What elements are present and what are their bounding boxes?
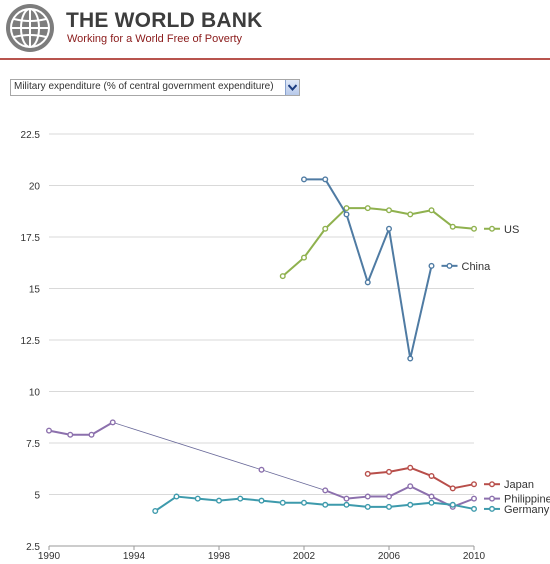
- data-point-germany: [258, 497, 265, 504]
- y-tick-label: 17.5: [21, 233, 41, 244]
- x-tick-label: 1998: [208, 551, 231, 562]
- data-point-us: [279, 273, 286, 280]
- data-point-japan: [407, 464, 414, 471]
- data-point-us: [471, 225, 478, 232]
- world-bank-globe-icon[interactable]: [4, 2, 56, 54]
- data-point-us: [407, 211, 414, 218]
- y-tick-label: 2.5: [26, 542, 40, 553]
- data-point-china: [364, 279, 371, 286]
- series-label-japan: Japan: [504, 479, 534, 491]
- legend-marker-japan: [489, 481, 496, 488]
- data-point-germany: [173, 493, 180, 500]
- y-tick-label: 22.5: [21, 130, 41, 141]
- gap-connector-philippines: [112, 422, 326, 491]
- data-point-philippines: [471, 495, 478, 502]
- y-tick-label: 5: [34, 491, 40, 502]
- data-point-japan: [428, 472, 435, 479]
- header-divider: [0, 58, 550, 60]
- x-tick-label: 2010: [463, 551, 486, 562]
- data-point-us: [364, 205, 371, 212]
- data-point-china: [322, 176, 329, 183]
- data-point-germany: [449, 501, 456, 508]
- data-point-us: [343, 205, 350, 212]
- chevron-down-icon: [288, 84, 297, 91]
- select-arrow-button[interactable]: [285, 80, 299, 95]
- data-point-philippines: [407, 483, 414, 490]
- data-point-germany: [152, 507, 159, 514]
- series-label-germany: Germany: [504, 504, 550, 516]
- series-line-germany: [154, 495, 475, 512]
- header: THE WORLD BANK Working for a World Free …: [0, 0, 550, 60]
- y-tick-label: 15: [29, 285, 41, 296]
- legend-marker-china: [446, 262, 453, 269]
- data-point-germany: [364, 503, 371, 510]
- data-point-japan: [449, 485, 456, 492]
- data-point-philippines: [109, 419, 116, 426]
- data-point-germany: [428, 499, 435, 506]
- data-point-japan: [364, 470, 371, 477]
- data-point-germany: [407, 501, 414, 508]
- data-point-us: [301, 254, 308, 261]
- data-point-germany: [301, 499, 308, 506]
- brand-name[interactable]: THE WORLD BANK: [66, 9, 263, 32]
- data-point-china: [428, 262, 435, 269]
- x-tick-label: 2006: [378, 551, 401, 562]
- series-line-philippines: [48, 421, 114, 436]
- series-line-philippines: [324, 489, 347, 500]
- data-point-japan: [471, 481, 478, 488]
- x-tick-label: 2002: [293, 551, 316, 562]
- data-point-philippines: [386, 493, 393, 500]
- y-tick-label: 7.5: [26, 439, 40, 450]
- data-point-philippines: [343, 495, 350, 502]
- data-point-china: [407, 355, 414, 362]
- series-line-japan: [367, 466, 475, 490]
- data-point-us: [449, 223, 456, 230]
- indicator-select[interactable]: Military expenditure (% of central gover…: [10, 79, 300, 96]
- y-tick-label: 12.5: [21, 336, 41, 347]
- series-label-us: US: [504, 224, 519, 236]
- data-point-germany: [386, 503, 393, 510]
- series-label-china: China: [462, 261, 492, 273]
- data-point-germany: [279, 499, 286, 506]
- data-point-philippines: [258, 466, 265, 473]
- data-point-germany: [343, 501, 350, 508]
- data-point-china: [386, 225, 393, 232]
- y-tick-label: 10: [29, 388, 41, 399]
- data-point-philippines: [46, 427, 53, 434]
- x-tick-label: 1990: [38, 551, 61, 562]
- indicator-select-value: Military expenditure (% of central gover…: [14, 81, 274, 92]
- data-point-us: [428, 207, 435, 214]
- data-point-philippines: [428, 493, 435, 500]
- legend-marker-us: [489, 225, 496, 232]
- data-point-germany: [237, 495, 244, 502]
- legend-marker-germany: [489, 505, 496, 512]
- series-line-us: [282, 207, 475, 277]
- data-point-japan: [386, 468, 393, 475]
- data-point-philippines: [322, 487, 329, 494]
- data-point-philippines: [67, 431, 74, 438]
- data-point-us: [386, 207, 393, 214]
- data-point-germany: [194, 495, 201, 502]
- brand-tagline: Working for a World Free of Poverty: [67, 33, 243, 45]
- legend-marker-philippines: [489, 495, 496, 502]
- y-tick-label: 20: [29, 182, 41, 193]
- data-point-philippines: [88, 431, 95, 438]
- data-point-china: [301, 176, 308, 183]
- x-tick-label: 1994: [123, 551, 146, 562]
- series-label-philippines: Philippines: [504, 494, 550, 506]
- data-point-germany: [215, 497, 222, 504]
- data-point-china: [343, 211, 350, 218]
- data-point-germany: [322, 501, 329, 508]
- data-point-us: [322, 225, 329, 232]
- data-point-philippines: [364, 493, 371, 500]
- data-point-germany: [471, 505, 478, 512]
